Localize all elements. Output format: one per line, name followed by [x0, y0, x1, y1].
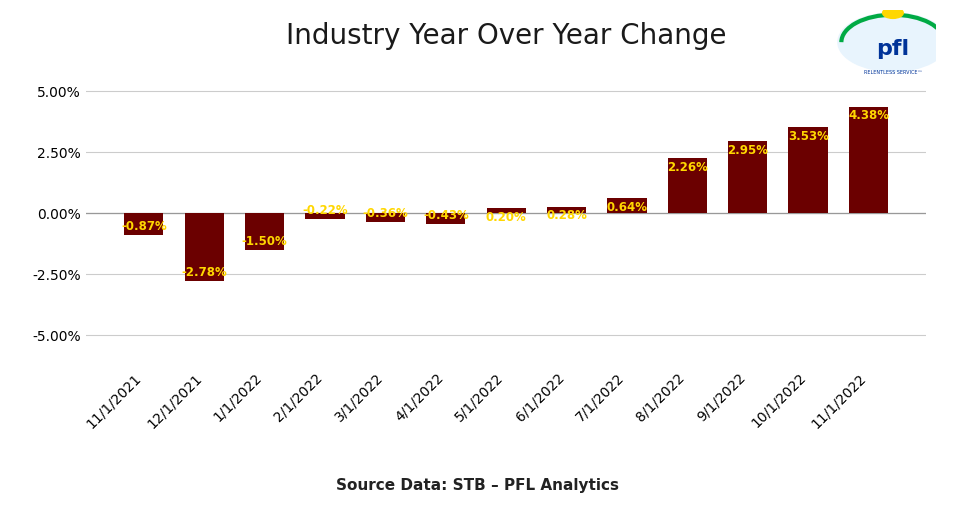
Text: 2.95%: 2.95%: [727, 144, 768, 157]
Bar: [306, 213, 345, 219]
Bar: [184, 213, 223, 281]
Bar: [244, 213, 285, 250]
Bar: [789, 128, 828, 213]
Text: -0.43%: -0.43%: [423, 209, 469, 222]
Circle shape: [838, 13, 948, 72]
Circle shape: [882, 8, 903, 18]
Text: 0.28%: 0.28%: [546, 209, 587, 223]
Bar: [547, 207, 586, 213]
Text: pfl: pfl: [877, 39, 909, 58]
Text: 3.53%: 3.53%: [788, 130, 829, 143]
Text: -1.50%: -1.50%: [242, 235, 287, 248]
Text: 0.64%: 0.64%: [606, 201, 647, 214]
Text: -0.87%: -0.87%: [121, 219, 167, 233]
Text: -2.78%: -2.78%: [181, 266, 227, 279]
Bar: [849, 107, 888, 213]
Text: -0.22%: -0.22%: [302, 204, 348, 217]
Bar: [728, 141, 768, 213]
Text: Source Data: STB – PFL Analytics: Source Data: STB – PFL Analytics: [336, 478, 619, 493]
Bar: [607, 198, 647, 213]
Title: Industry Year Over Year Change: Industry Year Over Year Change: [286, 22, 727, 50]
Bar: [486, 208, 526, 213]
Text: 4.38%: 4.38%: [848, 110, 889, 122]
Bar: [426, 213, 465, 224]
Bar: [366, 213, 405, 222]
Bar: [668, 158, 707, 213]
Text: RELENTLESS SERVICE™: RELENTLESS SERVICE™: [863, 70, 923, 75]
Text: 0.20%: 0.20%: [486, 211, 526, 225]
Text: 2.26%: 2.26%: [667, 161, 708, 174]
Text: -0.36%: -0.36%: [363, 207, 408, 220]
Bar: [124, 213, 163, 235]
